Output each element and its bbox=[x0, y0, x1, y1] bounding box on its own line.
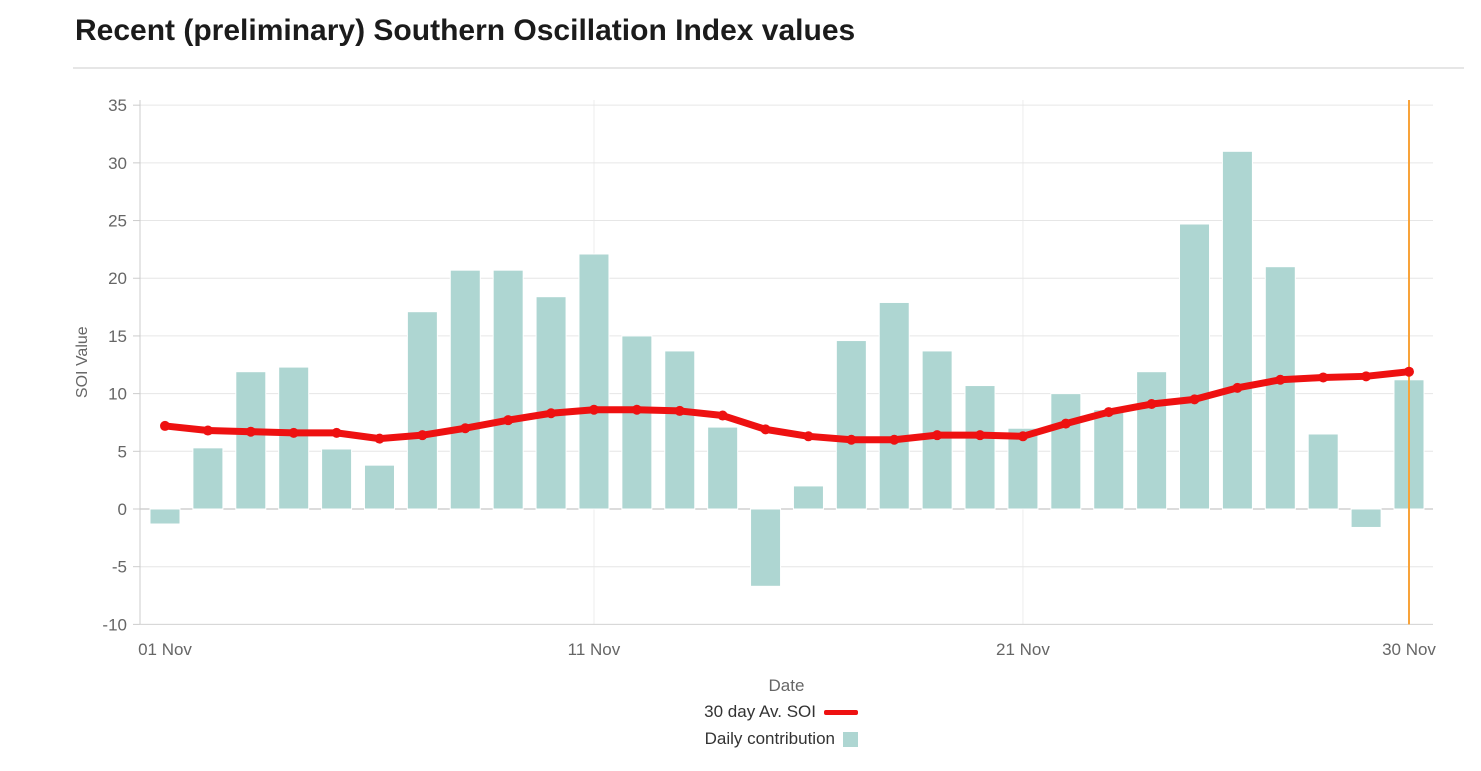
bar-07-nov[interactable] bbox=[406, 311, 438, 510]
bar-22-nov[interactable] bbox=[1050, 393, 1082, 510]
bar-13-nov[interactable] bbox=[664, 350, 696, 510]
page-title: Recent (preliminary) Southern Oscillatio… bbox=[75, 14, 856, 47]
avg-soi-line[interactable] bbox=[161, 368, 1413, 444]
x-tick-label: 30 Nov bbox=[1382, 640, 1436, 659]
avg-soi-point-17-nov[interactable] bbox=[846, 434, 857, 445]
avg-soi-point-24-nov[interactable] bbox=[1146, 399, 1157, 410]
chart-legend: 30 day Av. SOI Daily contribution bbox=[0, 702, 858, 749]
bar-26-nov[interactable] bbox=[1221, 150, 1253, 510]
y-tick-label: -5 bbox=[112, 558, 127, 577]
avg-soi-point-10-nov[interactable] bbox=[546, 408, 557, 419]
avg-soi-point-28-nov[interactable] bbox=[1318, 372, 1329, 383]
bar-09-nov[interactable] bbox=[492, 269, 524, 510]
avg-soi-point-03-nov[interactable] bbox=[245, 426, 256, 437]
bar-18-nov[interactable] bbox=[878, 301, 910, 510]
avg-soi-point-12-nov[interactable] bbox=[631, 404, 642, 415]
legend-label-daily-contribution: Daily contribution bbox=[704, 729, 835, 748]
avg-soi-point-13-nov[interactable] bbox=[674, 405, 685, 416]
avg-soi-point-04-nov[interactable] bbox=[288, 427, 299, 438]
avg-soi-point-22-nov[interactable] bbox=[1060, 418, 1071, 429]
avg-soi-point-06-nov[interactable] bbox=[374, 433, 385, 444]
bar-04-nov[interactable] bbox=[278, 366, 310, 510]
avg-soi-point-26-nov[interactable] bbox=[1232, 382, 1243, 393]
avg-soi-point-15-nov[interactable] bbox=[760, 424, 771, 435]
avg-soi-point-02-nov[interactable] bbox=[202, 425, 213, 436]
x-tick-label: 11 Nov bbox=[568, 640, 621, 659]
bar-24-nov[interactable] bbox=[1136, 371, 1168, 510]
avg-soi-point-23-nov[interactable] bbox=[1103, 407, 1114, 418]
avg-soi-point-27-nov[interactable] bbox=[1275, 374, 1286, 385]
legend-line-swatch bbox=[824, 709, 858, 715]
bar-27-nov[interactable] bbox=[1264, 266, 1296, 510]
bar-11-nov[interactable] bbox=[578, 253, 610, 510]
bar-06-nov[interactable] bbox=[363, 464, 395, 510]
avg-soi-point-20-nov[interactable] bbox=[975, 430, 986, 441]
bar-28-nov[interactable] bbox=[1307, 433, 1339, 510]
bar-20-nov[interactable] bbox=[964, 385, 996, 510]
y-tick-label: 5 bbox=[118, 442, 127, 461]
avg-soi-point-19-nov[interactable] bbox=[932, 430, 943, 441]
legend-label-30-day-av-soi: 30 day Av. SOI bbox=[704, 702, 816, 721]
avg-soi-point-14-nov[interactable] bbox=[717, 410, 728, 421]
legend-bar-swatch bbox=[843, 731, 858, 747]
legend-item-daily-contribution[interactable]: Daily contribution bbox=[705, 729, 858, 749]
x-tick-label: 21 Nov bbox=[996, 640, 1050, 659]
bar-08-nov[interactable] bbox=[449, 269, 481, 510]
bar-12-nov[interactable] bbox=[621, 335, 653, 510]
y-tick-label: 35 bbox=[108, 96, 127, 115]
bar-23-nov[interactable] bbox=[1093, 409, 1125, 510]
legend-item-30-day-av-soi[interactable]: 30 day Av. SOI bbox=[704, 702, 858, 722]
bar-14-nov[interactable] bbox=[707, 426, 739, 510]
bar-10-nov[interactable] bbox=[535, 296, 567, 510]
avg-soi-point-05-nov[interactable] bbox=[331, 427, 342, 438]
y-tick-label: 15 bbox=[108, 327, 127, 346]
x-tick-label: 01 Nov bbox=[138, 640, 192, 659]
avg-soi-point-18-nov[interactable] bbox=[889, 434, 900, 445]
y-tick-label: 25 bbox=[108, 212, 127, 231]
bar-03-nov[interactable] bbox=[235, 371, 267, 510]
avg-soi-point-07-nov[interactable] bbox=[417, 430, 428, 441]
bar-21-nov[interactable] bbox=[1007, 427, 1039, 510]
bar-16-nov[interactable] bbox=[792, 485, 824, 510]
bar-02-nov[interactable] bbox=[192, 447, 224, 510]
title-separator bbox=[73, 67, 1464, 69]
y-tick-label: 20 bbox=[108, 269, 127, 288]
avg-soi-point-29-nov[interactable] bbox=[1361, 371, 1372, 382]
avg-soi-point-21-nov[interactable] bbox=[1017, 431, 1028, 442]
bar-19-nov[interactable] bbox=[921, 350, 953, 510]
x-axis-title: Date bbox=[769, 676, 805, 695]
avg-soi-point-08-nov[interactable] bbox=[460, 423, 471, 434]
avg-soi-point-01-nov[interactable] bbox=[160, 420, 170, 431]
bar-25-nov[interactable] bbox=[1179, 223, 1211, 510]
y-tick-label: 0 bbox=[118, 500, 127, 519]
avg-soi-point-25-nov[interactable] bbox=[1189, 394, 1200, 405]
y-tick-label: 10 bbox=[108, 385, 127, 404]
bar-05-nov[interactable] bbox=[321, 448, 353, 510]
avg-soi-point-16-nov[interactable] bbox=[803, 431, 814, 442]
bar-29-nov[interactable] bbox=[1350, 508, 1382, 528]
y-axis-title: SOI Value bbox=[74, 326, 91, 398]
y-tick-label: -10 bbox=[102, 615, 127, 634]
bar-17-nov[interactable] bbox=[835, 340, 867, 510]
avg-soi-point-30-nov[interactable] bbox=[1404, 366, 1414, 377]
y-tick-label: 30 bbox=[108, 154, 127, 173]
bar-01-nov[interactable] bbox=[149, 508, 181, 525]
avg-soi-point-11-nov[interactable] bbox=[588, 404, 599, 415]
avg-soi-point-09-nov[interactable] bbox=[503, 415, 514, 426]
bar-15-nov[interactable] bbox=[750, 508, 782, 587]
